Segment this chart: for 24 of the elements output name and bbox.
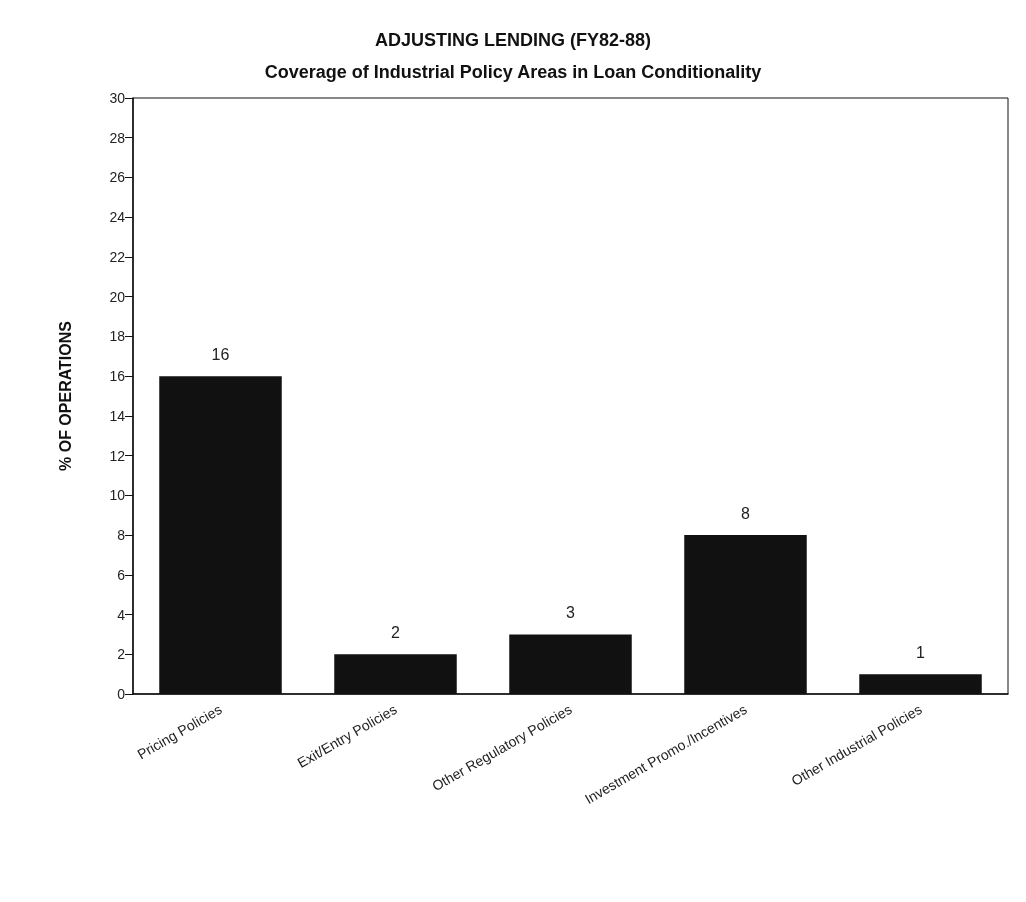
y-tick-label: 28	[109, 129, 126, 146]
y-tick-label: 12	[109, 447, 126, 464]
chart-subtitle: Coverage of Industrial Policy Areas in Loan Conditionality	[264, 62, 762, 82]
y-tick-label: 30	[109, 90, 126, 106]
y-tick-label: 4	[117, 606, 126, 623]
data-label: 8	[741, 504, 751, 522]
data-label: 2	[391, 623, 401, 641]
y-tick-label: 0	[117, 686, 126, 702]
y-tick-label: 6	[117, 566, 126, 583]
y-tick-label: 20	[109, 288, 126, 305]
y-tick-label: 16	[109, 368, 126, 385]
y-tick-label: 2	[117, 646, 126, 663]
y-tick-label: 8	[117, 527, 126, 544]
data-label: 1	[916, 643, 926, 661]
chart-title: ADJUSTING LENDING (FY82-88)	[374, 30, 652, 50]
y-tick-label: 22	[109, 248, 126, 265]
y-tick-label: 24	[109, 209, 126, 226]
y-tick-label: 14	[109, 407, 126, 424]
data-label: 16	[211, 345, 230, 363]
y-tick-label: 10	[109, 487, 126, 504]
y-axis-title: % OF OPERATIONS	[56, 320, 74, 471]
data-label: 3	[566, 603, 576, 621]
y-tick-label: 26	[109, 169, 126, 186]
y-tick-label: 18	[109, 328, 126, 345]
